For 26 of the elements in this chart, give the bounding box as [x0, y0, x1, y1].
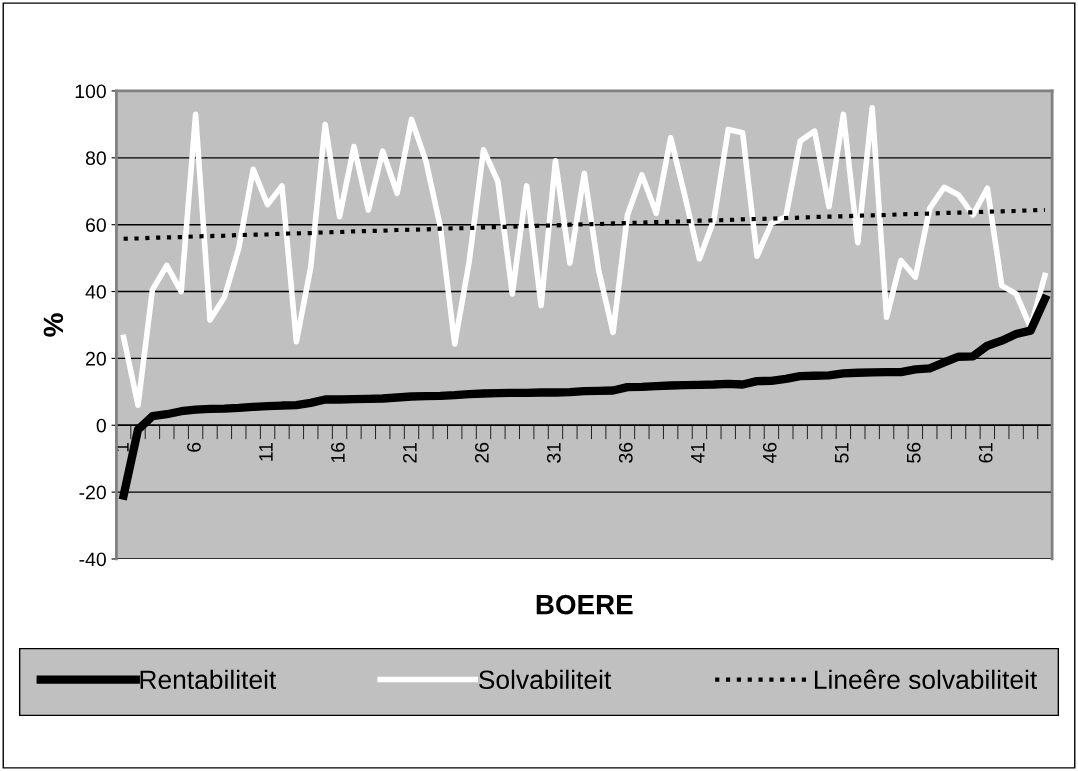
- y-tick-label: 0: [96, 418, 106, 433]
- x-tick-label: 46: [762, 442, 777, 464]
- y-tick-label: 100: [75, 84, 106, 99]
- x-tick-label: 61: [978, 442, 993, 463]
- y-tick-label: 40: [85, 285, 106, 299]
- line-series: [121, 207, 1048, 241]
- y-axis-title: %: [43, 313, 64, 337]
- legend-label: Solvabiliteit: [479, 669, 612, 690]
- x-tick-label: 36: [618, 442, 633, 463]
- x-tick-label: 41: [691, 442, 705, 464]
- x-tick-label: 56: [906, 442, 921, 463]
- x-tick-label: 51: [835, 442, 849, 463]
- y-tick-label: -20: [79, 485, 106, 500]
- y-tick-label: 20: [86, 351, 106, 366]
- y-tick-label: -40: [79, 552, 106, 567]
- legend-label: Rentabiliteit: [140, 669, 277, 690]
- legend-label: Lineêre solvabiliteit: [814, 669, 1038, 690]
- x-tick-label: 16: [331, 442, 345, 463]
- y-tick-label: 80: [85, 151, 106, 166]
- x-tick-label: 31: [546, 442, 561, 463]
- y-tick-label: 60: [86, 218, 106, 232]
- x-tick-label: 6: [187, 442, 201, 452]
- x-tick-label: 26: [474, 442, 489, 463]
- x-tick-label: 21: [402, 442, 417, 463]
- x-axis-title: BOERE: [536, 594, 633, 615]
- x-tick-label: 11: [259, 442, 273, 461]
